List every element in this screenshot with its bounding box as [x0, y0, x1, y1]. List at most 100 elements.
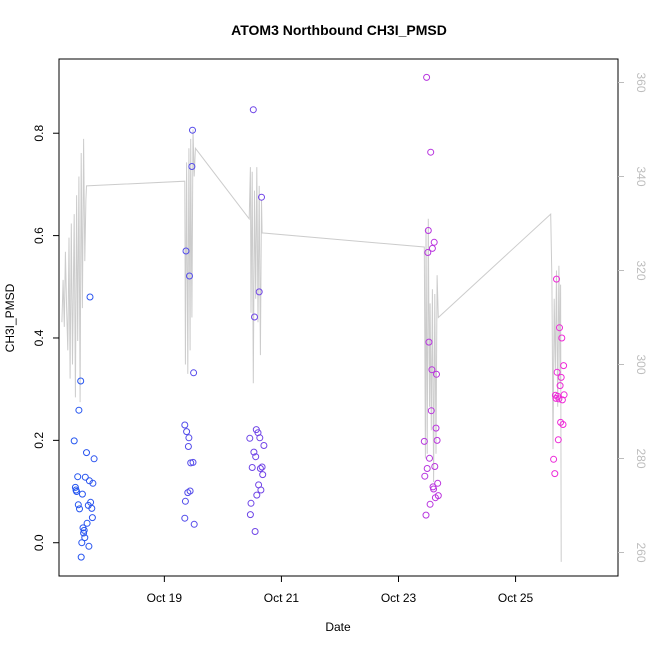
data-point — [259, 471, 267, 479]
data-point — [246, 434, 254, 442]
y-tick-label: 0.8 — [32, 125, 46, 142]
data-point — [249, 106, 257, 114]
x-axis: Oct 19 Oct 21 Oct 23 Oct 25 — [147, 576, 534, 605]
data-point — [426, 500, 434, 508]
y-tick-label: 0.6 — [32, 227, 46, 244]
data-point — [256, 465, 264, 472]
data-point — [253, 491, 261, 499]
y-tick-label: 0.0 — [32, 534, 46, 551]
y2-tick-label: 300 — [634, 354, 648, 374]
data-point — [77, 553, 85, 561]
data-point — [190, 369, 198, 377]
data-point — [250, 448, 258, 456]
data-point — [422, 511, 430, 519]
data-point — [427, 148, 435, 156]
data-point — [434, 492, 442, 500]
y-axis: 0.0 0.2 0.4 0.6 0.8 — [32, 125, 59, 551]
data-point — [560, 362, 568, 370]
data-point — [430, 485, 438, 493]
data-point — [431, 463, 439, 470]
data-point — [181, 497, 189, 505]
data-point — [423, 73, 431, 81]
data-point — [433, 370, 440, 378]
y-tick-label: 0.4 — [32, 329, 46, 346]
data-point — [184, 443, 192, 450]
data-point — [190, 520, 198, 528]
data-point — [427, 407, 435, 415]
data-point — [85, 542, 93, 550]
data-point — [430, 238, 438, 246]
data-point — [434, 479, 442, 487]
chart-title: ATOM3 Northbound CH3I_PMSD — [231, 22, 447, 38]
data-point — [424, 227, 432, 234]
data-point — [70, 437, 78, 445]
data-point — [256, 434, 264, 442]
data-point — [560, 391, 568, 399]
data-point — [553, 368, 561, 376]
data-point — [433, 436, 441, 444]
data-point — [83, 449, 90, 457]
data-point — [550, 455, 558, 463]
data-point — [556, 324, 563, 332]
data-point — [78, 539, 86, 547]
data-point — [74, 501, 82, 509]
data-point — [86, 293, 94, 301]
y2-tick-label: 260 — [634, 542, 648, 562]
data-point — [246, 511, 254, 519]
data-point — [189, 458, 197, 466]
data-point — [89, 479, 97, 487]
data-point — [432, 424, 440, 432]
data-point — [428, 366, 436, 374]
data-point — [425, 338, 433, 346]
data-point — [258, 463, 266, 471]
data-point — [186, 272, 193, 280]
data-point — [71, 483, 79, 491]
data-point — [260, 442, 268, 449]
data-point — [251, 313, 258, 321]
data-point — [255, 288, 263, 296]
data-point — [78, 490, 86, 498]
x-tick-label: Oct 25 — [498, 591, 534, 605]
data-point — [423, 465, 431, 472]
data-point — [426, 454, 433, 462]
data-point — [558, 334, 566, 342]
data-point — [76, 505, 83, 513]
data-point — [74, 473, 82, 481]
data-point — [428, 244, 436, 252]
data-point — [252, 453, 260, 461]
series-line — [61, 129, 562, 562]
data-point — [559, 421, 567, 428]
y2-tick-label: 320 — [634, 260, 648, 280]
data-point — [555, 395, 563, 403]
data-point — [186, 487, 194, 495]
data-point — [182, 247, 190, 255]
data-point — [80, 526, 88, 534]
data-point — [88, 514, 96, 522]
data-point — [81, 473, 89, 481]
data-point — [556, 382, 564, 390]
data-point — [81, 534, 89, 542]
data-point — [421, 472, 429, 480]
data-point — [247, 499, 255, 507]
data-point — [188, 163, 196, 170]
data-point — [75, 406, 83, 414]
data-point — [189, 126, 196, 134]
data-point — [424, 249, 432, 256]
y2-tick-label: 280 — [634, 448, 648, 468]
data-point — [251, 528, 259, 535]
data-point — [557, 373, 565, 381]
x-tick-label: Oct 19 — [147, 591, 183, 605]
data-point — [77, 377, 85, 385]
x-axis-label: Date — [325, 620, 351, 634]
data-point — [185, 434, 193, 442]
data-point — [181, 514, 189, 522]
y2-axis: 260 280 300 320 340 360 — [618, 72, 648, 563]
data-point — [80, 529, 88, 537]
y2-tick-label: 360 — [634, 72, 648, 92]
plot-frame — [58, 58, 619, 577]
data-point — [90, 455, 98, 463]
y-axis-label: CH3I_PMSD — [3, 283, 17, 352]
scatter-points-layer — [70, 73, 568, 561]
data-point — [258, 193, 265, 201]
